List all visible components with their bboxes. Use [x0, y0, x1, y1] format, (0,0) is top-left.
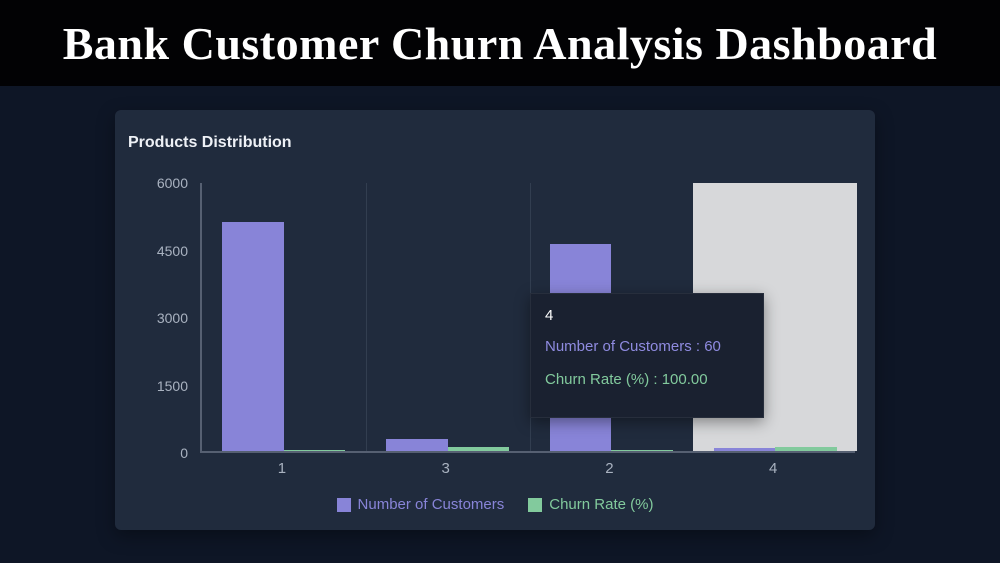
y-tick-label: 0 — [180, 445, 188, 461]
bar-number-of-customers-4[interactable] — [713, 448, 776, 451]
x-tick-label: 4 — [768, 460, 778, 477]
header: Bank Customer Churn Analysis Dashboard — [0, 0, 1000, 86]
x-tick-label: 2 — [605, 460, 614, 477]
plot-area: 4 Number of Customers : 60 Churn Rate (%… — [200, 183, 857, 453]
tooltip-churn-line: Churn Rate (%) : 100.00 — [545, 371, 708, 388]
bar-churn-rate-2[interactable] — [611, 450, 673, 451]
legend-label-customers: Number of Customers — [357, 496, 505, 513]
legend: Number of Customers Churn Rate (%) — [115, 496, 875, 513]
gridline — [365, 183, 367, 451]
tooltip-customers-line: Number of Customers : 60 — [545, 338, 721, 355]
card-title: Products Distribution — [128, 134, 292, 151]
legend-swatch-customers — [336, 497, 351, 512]
bar-number-of-customers-1[interactable] — [222, 222, 284, 451]
y-tick-label: 3000 — [156, 310, 188, 326]
legend-label-churn: Churn Rate (%) — [549, 496, 654, 513]
products-distribution-card: Products Distribution 0 1500 3000 4500 6000 … — [115, 110, 875, 530]
bar-churn-rate-3[interactable] — [447, 447, 510, 451]
bar-number-of-customers-3[interactable] — [386, 439, 448, 451]
x-axis: 1 3 2 4 — [200, 460, 855, 480]
x-tick-label: 3 — [441, 460, 450, 477]
tooltip: 4 Number of Customers : 60 Churn Rate (%… — [530, 293, 764, 418]
y-axis: 0 1500 3000 4500 6000 — [115, 175, 194, 461]
y-tick-label: 4500 — [156, 242, 188, 259]
bar-churn-rate-4[interactable] — [775, 446, 837, 451]
x-tick-label: 1 — [277, 460, 287, 477]
bar-churn-rate-1[interactable] — [283, 449, 346, 451]
legend-item-churn[interactable]: Churn Rate (%) — [528, 496, 653, 513]
legend-swatch-churn — [528, 497, 543, 512]
y-tick-label: 6000 — [156, 175, 188, 191]
legend-item-customers[interactable]: Number of Customers — [336, 496, 505, 513]
tooltip-category: 4 — [545, 307, 554, 324]
y-tick-label: 1500 — [156, 377, 188, 394]
page-title: Bank Customer Churn Analysis Dashboard — [62, 17, 938, 69]
